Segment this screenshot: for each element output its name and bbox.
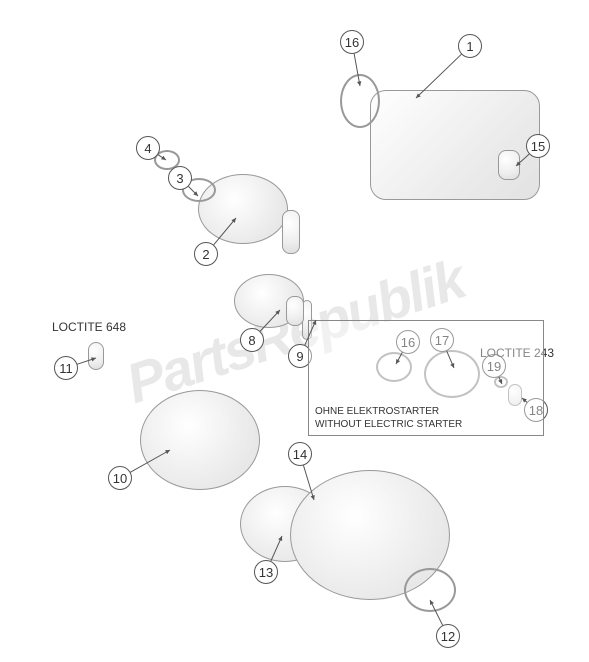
callout-14: 14 (288, 442, 312, 466)
part-spacer-sleeve (282, 210, 300, 254)
part-bushing-12 (404, 568, 456, 612)
part-bolt-15 (498, 150, 520, 180)
callout-16: 16 (340, 30, 364, 54)
callout-15: 15 (526, 134, 550, 158)
part-screw-11 (88, 342, 104, 370)
infobox-line2: WITHOUT ELECTRIC STARTER (315, 418, 537, 431)
part-needle-bearing (286, 296, 304, 326)
part-starter-motor (370, 90, 540, 200)
callout-10: 10 (108, 466, 132, 490)
part-freewheel-10 (140, 390, 260, 490)
no-estarter-infobox: OHNE ELEKTROSTARTER WITHOUT ELECTRIC STA… (308, 320, 544, 436)
callout-1: 1 (458, 34, 482, 58)
callout-12: 12 (436, 624, 460, 648)
callout-2: 2 (194, 242, 218, 266)
exploded-diagram: 1234891011121314151616171819 LOCTITE 648… (0, 0, 589, 662)
callout-11: 11 (54, 356, 78, 380)
callout-3: 3 (168, 166, 192, 190)
callout-8: 8 (240, 328, 264, 352)
callout-13: 13 (254, 560, 278, 584)
infobox-line1: OHNE ELEKTROSTARTER (315, 405, 537, 418)
label-loctite648: LOCTITE 648 (52, 320, 126, 334)
callout-4: 4 (136, 136, 160, 160)
part-o-ring-1 (340, 74, 380, 128)
